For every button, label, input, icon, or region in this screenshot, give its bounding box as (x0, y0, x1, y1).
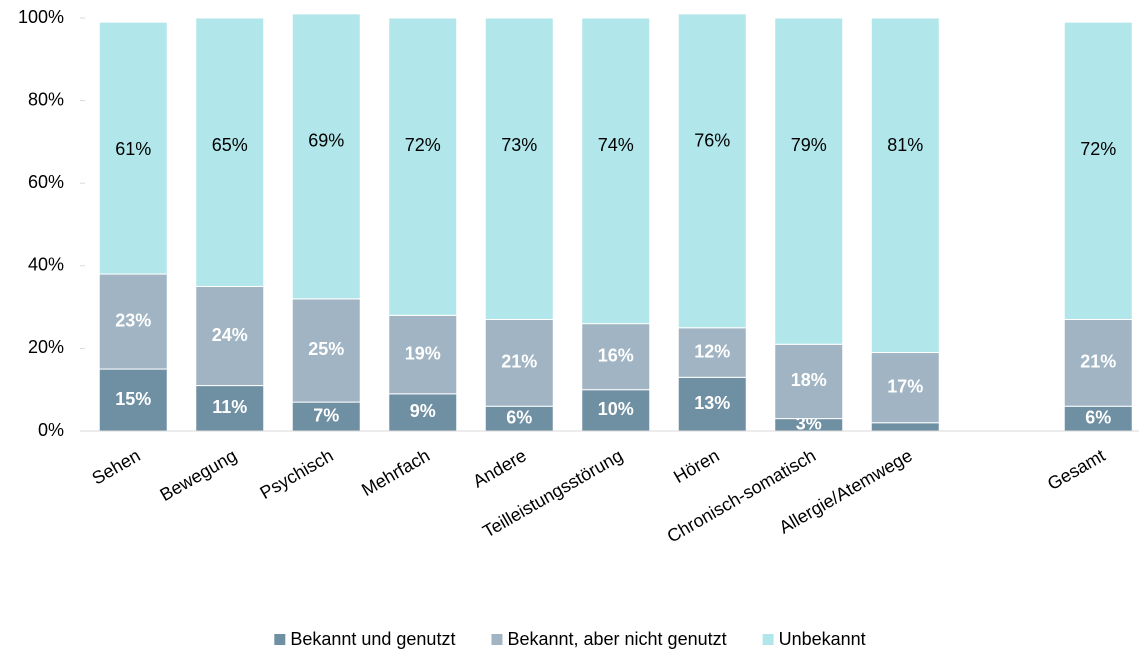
bar-segment (677, 327, 747, 378)
bar-segment (1063, 21, 1133, 320)
data-label: 17% (887, 376, 923, 396)
bar-segment (581, 323, 651, 391)
y-tick-label: 20% (28, 337, 64, 357)
x-tick-label: Sehen (89, 445, 144, 488)
data-label: 61% (115, 139, 151, 159)
data-label: 25% (308, 339, 344, 359)
y-tick-label: 0% (38, 420, 64, 440)
bar-segment (388, 314, 458, 395)
legend-swatch (274, 634, 286, 645)
y-tick-label: 60% (28, 172, 64, 192)
data-label: 21% (1080, 352, 1116, 372)
bar-segment (870, 422, 940, 432)
bar-segment (98, 273, 168, 370)
data-label: 6% (1085, 407, 1111, 427)
legend-label: Bekannt und genutzt (290, 629, 455, 649)
bar-segment (774, 343, 844, 420)
data-label: 76% (694, 131, 730, 151)
bar-segment (581, 17, 651, 325)
legend-swatch (762, 634, 774, 645)
bar-segment (98, 21, 168, 275)
data-label: 9% (410, 401, 436, 421)
legend-swatch (491, 634, 503, 645)
x-tick-label: Psychisch (256, 445, 336, 503)
data-label: 18% (791, 370, 827, 390)
data-label: 10% (598, 399, 634, 419)
bar-segment (291, 298, 361, 403)
data-label: 79% (791, 135, 827, 155)
bar-segment (195, 285, 265, 387)
data-label: 81% (887, 135, 923, 155)
legend-label: Unbekannt (779, 629, 866, 649)
bar-segment (195, 17, 265, 287)
data-label: 24% (212, 325, 248, 345)
bar-segment (484, 17, 554, 320)
data-label: 72% (405, 135, 441, 155)
x-tick-label: Bewegung (156, 445, 240, 505)
data-label: 12% (694, 341, 730, 361)
y-tick-label: 100% (18, 7, 64, 27)
x-tick-label: Hören (670, 445, 722, 487)
x-tick-label: Andere (469, 445, 529, 491)
x-tick-label: Gesamt (1044, 445, 1109, 494)
bar-segment (1063, 318, 1133, 407)
data-label: 7% (313, 405, 339, 425)
data-label: 11% (212, 397, 247, 417)
data-label: 23% (115, 310, 151, 330)
data-label: 6% (506, 407, 532, 427)
bar-segment (291, 13, 361, 300)
bar-segment (388, 17, 458, 316)
data-label: 69% (308, 131, 344, 151)
data-label: 19% (405, 343, 441, 363)
data-label: 13% (694, 393, 730, 413)
legend-label: Bekannt, aber nicht genutzt (507, 629, 726, 649)
data-label: 72% (1080, 139, 1116, 159)
bar-segment (677, 13, 747, 329)
y-tick-label: 80% (28, 89, 64, 109)
bar-segment (774, 17, 844, 345)
bar-segment (484, 318, 554, 407)
data-label: 74% (598, 135, 634, 155)
data-label: 16% (598, 345, 634, 365)
bar-segment (291, 401, 361, 432)
data-label: 65% (212, 135, 248, 155)
bar-segment (870, 17, 940, 354)
data-label: 21% (501, 352, 537, 372)
data-label: 73% (501, 135, 537, 155)
x-tick-label: Mehrfach (358, 445, 433, 500)
bar-segment (870, 352, 940, 424)
bar-segment (677, 376, 747, 432)
data-label: 15% (115, 389, 151, 409)
y-tick-label: 40% (28, 255, 64, 275)
